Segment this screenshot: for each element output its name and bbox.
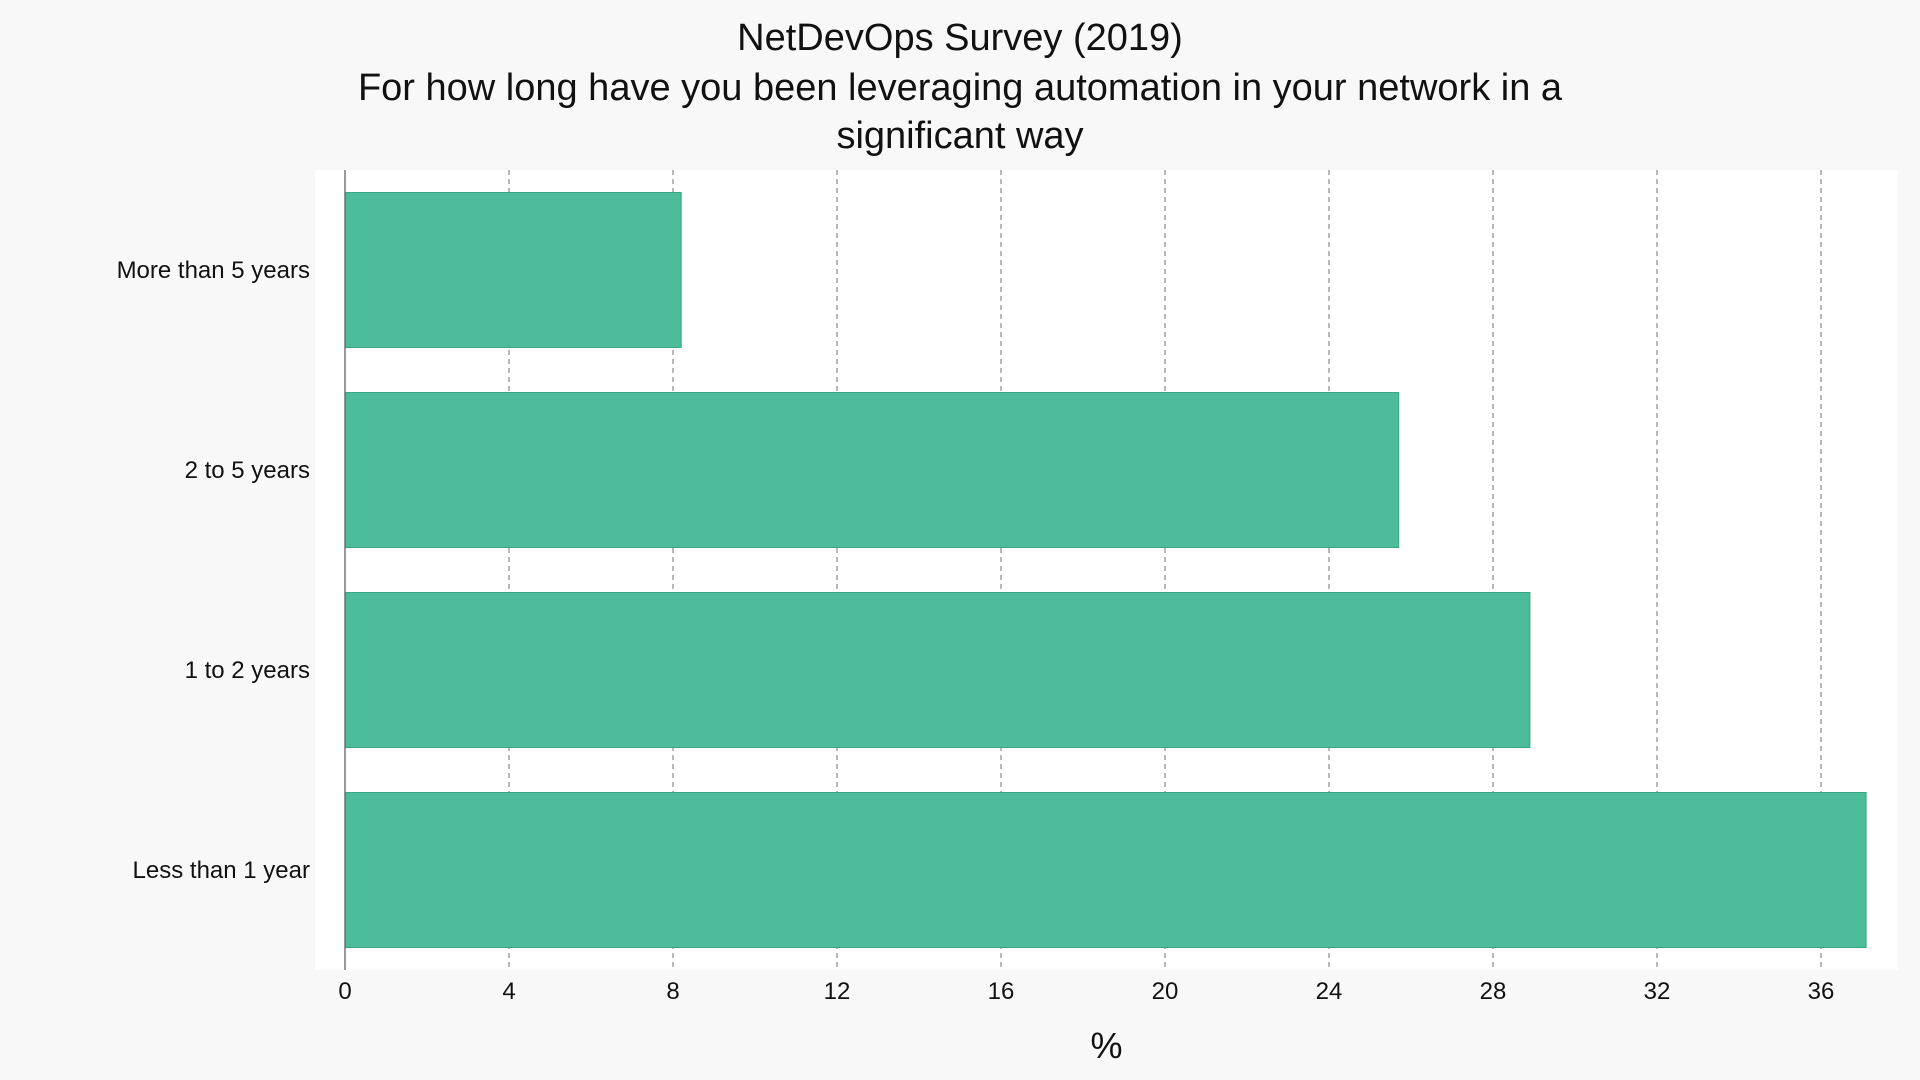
x-tick-label: 32 xyxy=(1644,978,1671,1005)
y-axis-tick-labels: More than 5 years 2 to 5 years 1 to 2 year… xyxy=(117,257,310,884)
y-tick-label: 1 to 2 years xyxy=(185,657,310,684)
chart-title-line-2: For how long have you been leveraging au… xyxy=(358,67,1563,109)
x-tick-label: 0 xyxy=(338,978,351,1005)
chart-title: NetDevOps Survey (2019) For how long have… xyxy=(358,17,1563,157)
chart-title-line-1: NetDevOps Survey (2019) xyxy=(737,17,1183,59)
y-tick-label: 2 to 5 years xyxy=(185,457,310,484)
x-tick-label: 4 xyxy=(502,978,515,1005)
x-tick-label: 36 xyxy=(1808,978,1835,1005)
chart-title-line-3: significant way xyxy=(836,115,1083,157)
x-axis-tick-labels: 0 4 8 12 16 20 24 28 32 36 xyxy=(338,978,1834,1005)
bar-2-to-5-years xyxy=(344,392,1400,548)
x-tick-label: 28 xyxy=(1480,978,1507,1005)
bar-less-than-1-year xyxy=(344,792,1867,948)
bar-1-to-2-years xyxy=(344,592,1531,748)
y-tick-label: More than 5 years xyxy=(117,257,310,284)
bars xyxy=(344,192,1867,948)
x-tick-label: 24 xyxy=(1316,978,1343,1005)
bar-more-than-5-years xyxy=(344,192,682,348)
x-axis-title: % xyxy=(1090,1025,1122,1066)
x-tick-label: 12 xyxy=(824,978,851,1005)
x-tick-label: 16 xyxy=(988,978,1015,1005)
x-tick-label: 20 xyxy=(1152,978,1179,1005)
y-tick-label: Less than 1 year xyxy=(133,857,310,884)
x-tick-label: 8 xyxy=(666,978,679,1005)
